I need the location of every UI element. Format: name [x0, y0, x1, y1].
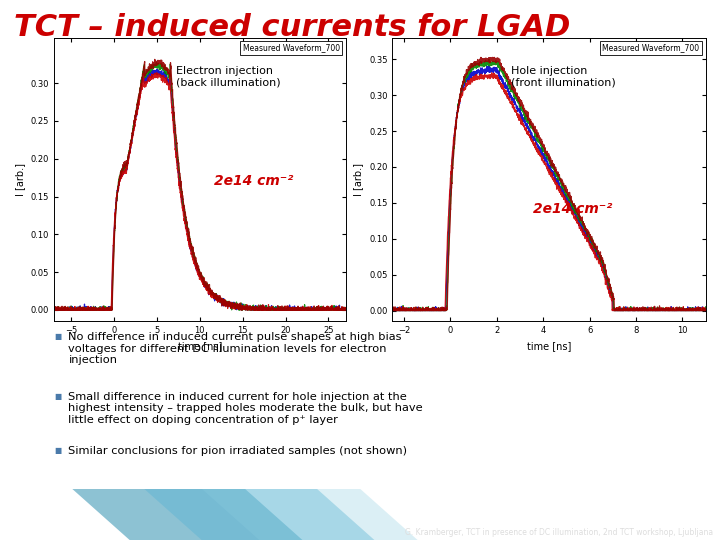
Text: Measured Waveform_700: Measured Waveform_700: [243, 44, 340, 52]
Text: Similar conclusions for pion irradiated samples (not shown): Similar conclusions for pion irradiated …: [68, 446, 408, 456]
Text: Electron injection
(back illumination): Electron injection (back illumination): [176, 66, 281, 87]
X-axis label: time [ns]: time [ns]: [527, 341, 571, 350]
Text: ■: ■: [54, 446, 61, 455]
Text: 15: 15: [7, 521, 24, 534]
Y-axis label: I [arb.]: I [arb.]: [354, 163, 364, 196]
Text: 2e14 cm⁻²: 2e14 cm⁻²: [534, 202, 613, 216]
Text: TCT – induced currents for LGAD: TCT – induced currents for LGAD: [14, 14, 571, 43]
Polygon shape: [144, 489, 374, 540]
Text: Hole injection
(front illumination): Hole injection (front illumination): [511, 66, 616, 87]
Text: Measured Waveform_700: Measured Waveform_700: [602, 44, 699, 52]
Text: 17/10/2016: 17/10/2016: [7, 491, 59, 501]
Text: ■: ■: [54, 332, 61, 341]
Text: No difference in induced current pulse shapes at high bias
voltages for differen: No difference in induced current pulse s…: [68, 332, 402, 365]
Polygon shape: [72, 489, 302, 540]
Polygon shape: [202, 489, 418, 540]
Text: G. Kramberger, TCT in presence of DC illumination, 2nd TCT workshop, Ljubljana: G. Kramberger, TCT in presence of DC ill…: [405, 528, 713, 537]
Y-axis label: I [arb.]: I [arb.]: [15, 163, 25, 196]
Text: ■: ■: [54, 392, 61, 401]
Text: Small difference in induced current for hole injection at the
highest intensity : Small difference in induced current for …: [68, 392, 423, 424]
X-axis label: time [ns]: time [ns]: [178, 341, 222, 350]
Text: 2e14 cm⁻²: 2e14 cm⁻²: [215, 174, 294, 188]
